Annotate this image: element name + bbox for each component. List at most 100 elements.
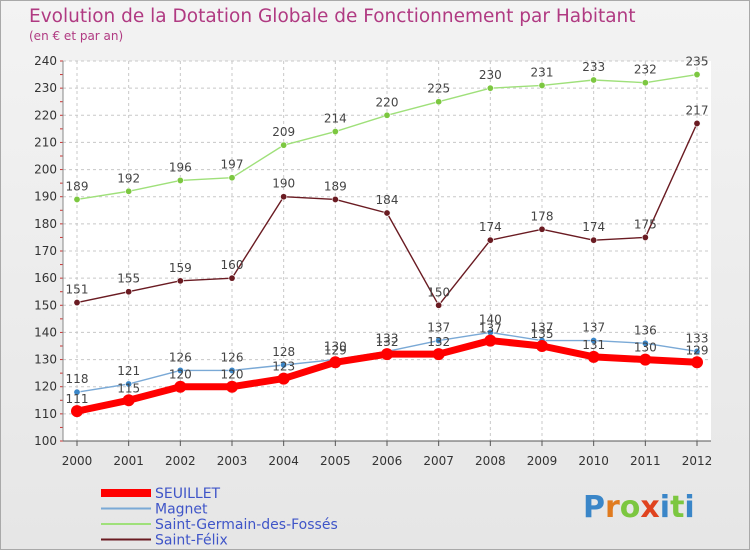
data-point-saint-germain-des-fosses [435,98,443,106]
data-label-magnet: 137 [582,321,605,335]
data-label-magnet: 133 [686,331,709,345]
data-label-seuillet: 132 [376,335,399,349]
data-label-magnet: 130 [324,340,347,354]
x-tick-label: 2008 [475,454,506,468]
data-point-seuillet [639,353,652,366]
data-label-seuillet: 137 [479,322,502,336]
data-label-saint-felix: 178 [531,209,554,223]
data-point-magnet [228,366,236,374]
x-tick-label: 2000 [62,454,93,468]
data-point-saint-felix [228,274,236,282]
data-label-saint-germain-des-fosses: 225 [427,82,450,96]
data-label-seuillet: 111 [66,392,89,406]
data-label-saint-felix: 190 [272,177,295,191]
data-label-saint-felix: 151 [66,283,89,297]
x-tick-label: 2001 [113,454,144,468]
y-tick-label: 120 [34,380,57,394]
data-point-saint-felix [538,225,546,233]
x-tick-label: 2006 [372,454,403,468]
data-label-seuillet: 129 [686,343,709,357]
data-point-saint-felix [590,236,598,244]
data-point-magnet [590,337,598,345]
proxiti-logo: Proxiti [583,490,695,525]
data-point-magnet [176,366,184,374]
data-label-saint-felix: 175 [634,217,657,231]
data-point-saint-germain-des-fosses [280,141,288,149]
data-point-saint-felix [280,193,288,201]
data-point-magnet [73,388,81,396]
data-point-saint-germain-des-fosses [331,128,339,136]
y-tick-label: 100 [34,434,57,448]
data-label-saint-felix: 150 [427,285,450,299]
data-point-seuillet [536,340,548,352]
data-label-seuillet: 115 [117,381,140,395]
data-point-seuillet [691,356,703,369]
data-point-saint-germain-des-fosses [538,81,546,89]
data-label-seuillet: 130 [634,341,657,355]
data-point-saint-germain-des-fosses [693,71,701,79]
y-tick-label: 190 [34,190,57,204]
data-label-seuillet: 123 [272,360,295,374]
logo-letter: o [620,490,641,525]
data-label-magnet: 121 [117,364,140,378]
data-label-seuillet: 131 [582,338,605,352]
data-point-seuillet [122,394,135,407]
y-tick-label: 220 [34,108,57,122]
data-label-saint-germain-des-fosses: 220 [376,95,399,109]
data-point-saint-germain-des-fosses [590,76,598,84]
x-tick-label: 2010 [578,454,609,468]
data-label-saint-germain-des-fosses: 209 [272,125,295,139]
data-point-saint-germain-des-fosses [125,187,133,195]
data-point-saint-germain-des-fosses [383,111,391,119]
y-tick-label: 170 [34,244,57,258]
data-label-seuillet: 132 [427,335,450,349]
y-tick-label: 130 [34,353,57,367]
data-label-saint-germain-des-fosses: 192 [117,171,140,185]
logo-letter: P [583,490,605,525]
data-point-saint-felix [486,236,494,244]
y-tick-label: 200 [34,163,57,177]
x-tick-label: 2002 [165,454,196,468]
data-label-magnet: 137 [427,321,450,335]
data-label-magnet: 128 [272,345,295,359]
y-tick-label: 110 [34,407,57,421]
data-point-magnet [435,337,443,345]
y-tick-label: 240 [34,54,57,68]
data-label-saint-felix: 189 [324,179,347,193]
data-label-saint-felix: 217 [686,103,709,117]
data-point-saint-germain-des-fosses [176,176,184,184]
y-tick-label: 150 [34,298,57,312]
x-tick-label: 2003 [217,454,248,468]
x-tick-label: 2007 [423,454,454,468]
y-tick-label: 140 [34,325,57,339]
data-label-saint-germain-des-fosses: 197 [221,158,244,172]
data-label-magnet: 140 [479,312,502,326]
logo-letter: r [605,490,620,525]
data-label-saint-felix: 159 [169,261,192,275]
data-point-seuillet [484,334,497,347]
data-label-saint-germain-des-fosses: 231 [531,65,554,79]
data-point-saint-felix [73,299,81,307]
y-tick-label: 210 [34,135,57,149]
y-tick-label: 230 [34,81,57,95]
legend-label-seuillet: SEUILLET [155,486,221,502]
data-label-saint-germain-des-fosses: 196 [169,160,192,174]
x-tick-label: 2011 [630,454,661,468]
data-label-seuillet: 120 [169,368,192,382]
data-label-seuillet: 120 [221,368,244,382]
data-label-saint-felix: 184 [376,193,399,207]
data-label-magnet: 136 [634,323,657,337]
data-point-magnet [125,380,133,388]
y-tick-label: 180 [34,217,57,231]
data-label-saint-felix: 174 [479,220,502,234]
data-label-magnet: 137 [531,321,554,335]
data-point-saint-germain-des-fosses [228,174,236,182]
x-tick-label: 2005 [320,454,351,468]
data-label-saint-germain-des-fosses: 189 [66,179,89,193]
data-point-saint-germain-des-fosses [73,195,81,203]
x-tick-label: 2012 [682,454,713,468]
data-label-saint-germain-des-fosses: 235 [686,55,709,69]
data-point-seuillet [587,350,600,363]
